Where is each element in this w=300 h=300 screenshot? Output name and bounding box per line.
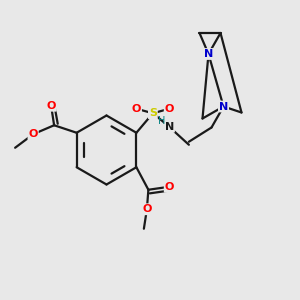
Text: O: O (142, 204, 152, 214)
Text: O: O (165, 104, 174, 114)
Text: N: N (204, 49, 213, 59)
Text: O: O (165, 182, 174, 192)
Text: N: N (165, 122, 174, 132)
Text: O: O (46, 101, 56, 111)
Text: O: O (28, 129, 38, 139)
Text: H: H (158, 116, 166, 126)
Text: O: O (132, 104, 141, 114)
Text: N: N (219, 101, 228, 112)
Text: S: S (149, 108, 157, 118)
